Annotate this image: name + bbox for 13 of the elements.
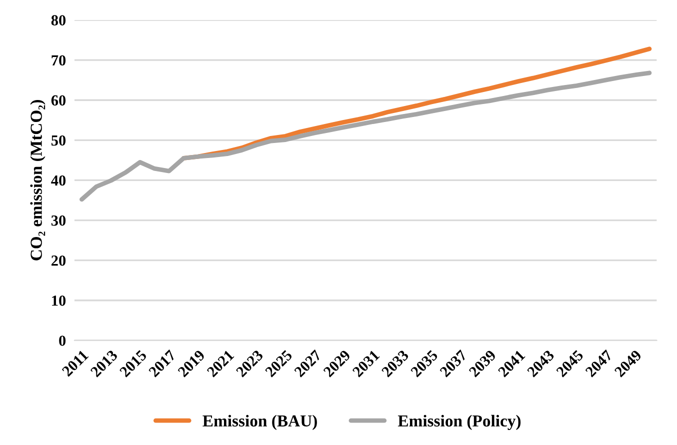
y-tick-label: 80 — [51, 15, 66, 26]
y-tick-label: 0 — [59, 336, 66, 346]
y-tick-label: 60 — [51, 95, 66, 106]
y-axis-title: CO₂ emission (MtCO₂) — [30, 100, 46, 260]
y-tick-label: 50 — [51, 135, 66, 146]
y-tick-label: 70 — [52, 55, 66, 66]
y-tick-label: 10 — [52, 296, 66, 306]
legend-label: Emission (Policy) — [398, 414, 521, 430]
y-tick-label: 40 — [51, 175, 66, 186]
legend-label: Emission (BAU) — [202, 414, 317, 430]
y-tick-label: 20 — [52, 255, 66, 266]
y-tick-label: 30 — [51, 215, 66, 226]
line-series — [80, 70, 652, 202]
